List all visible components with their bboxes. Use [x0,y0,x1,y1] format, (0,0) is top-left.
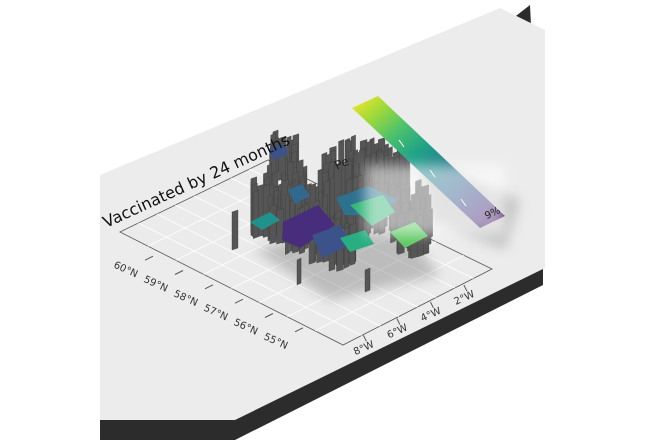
top-region-south [340,230,374,252]
terrain-bar [276,207,284,245]
grid-line [314,255,465,332]
top-region-central-purple [282,205,335,248]
top-region-north [268,143,289,160]
lon-tick [362,335,367,342]
terrain-bar [364,267,371,293]
legend-fade-overlay [365,165,505,235]
terrain-bar [253,190,259,239]
legend-title: Pe [332,154,351,173]
lat-tick [294,327,304,333]
lon-tick [463,284,468,292]
lat-tick [144,255,154,261]
terrain-bar [231,209,239,251]
lat-tick [174,270,184,275]
legend-ticks [398,139,467,207]
lat-tick [204,284,214,290]
terrain-bar [296,257,302,286]
lon-tick [429,301,434,309]
top-region-highlands [288,184,310,204]
legend: Pe %6 [332,96,505,235]
lat-tick [264,313,274,318]
lon-tick [396,318,401,325]
top-region-west [250,212,280,230]
lat-tick [234,298,244,304]
top-region-central-blue [312,225,352,258]
